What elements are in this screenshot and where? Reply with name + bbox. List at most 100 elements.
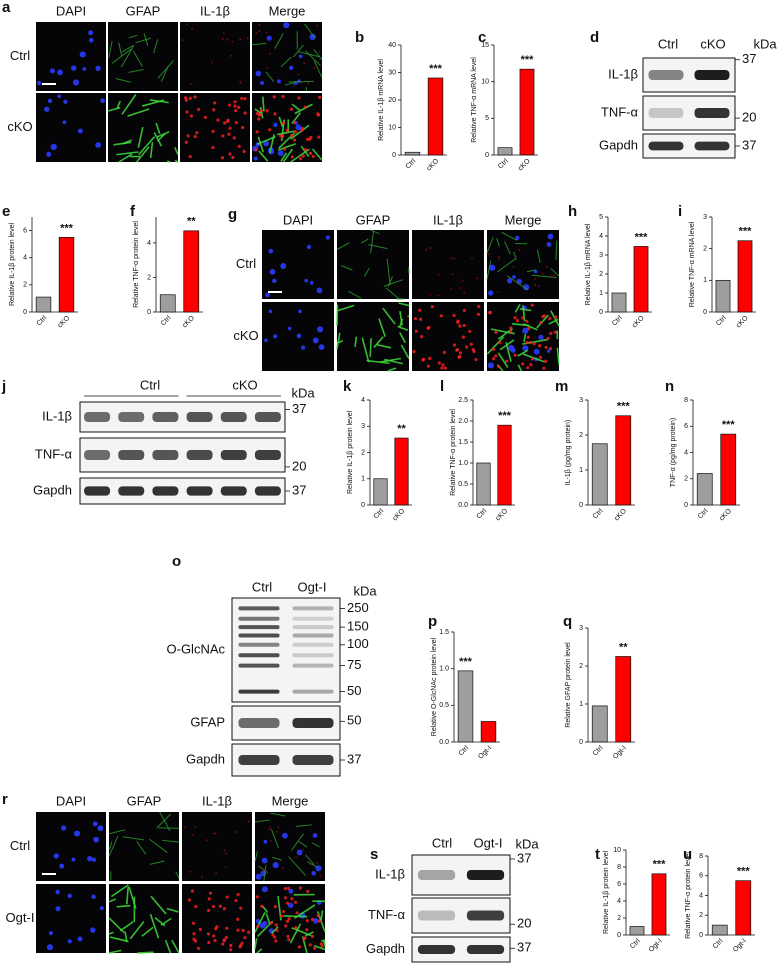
il1b-signal [273,905,277,909]
gfap-fiber [386,258,391,285]
size-marker: 37 [742,137,756,152]
gfap-fiber [122,836,144,841]
y-tick-label: 8 [684,397,688,404]
nucleus [53,853,59,859]
il1b-signal [233,104,237,108]
il1b-signal [259,108,263,113]
il1b-signal [488,253,491,256]
il1b-signal [190,82,193,85]
gfap-fiber [376,343,392,349]
bar [394,437,409,506]
size-marker: 250 [347,600,369,615]
il1b-signal [429,246,432,249]
y-tick-label: 0 [23,309,27,316]
gfap-fiber [135,146,150,163]
il1b-signal [437,361,441,365]
il1b-signal [281,94,285,99]
il1b-signal [191,834,194,837]
blot-frame [79,477,286,505]
bar [497,424,512,506]
gfap-fiber [354,336,358,347]
gfap-fiber [133,51,143,67]
x-tick-label: Ctrl [629,937,642,950]
nucleus [253,156,258,161]
y-tick-label: 0 [703,309,707,316]
il1b-signal [281,867,284,870]
row-label: cKO [233,328,258,343]
blot-band [186,412,213,422]
micrograph-tile [36,93,106,162]
il1b-signal [546,336,550,341]
il1b-signal [234,898,238,903]
nucleus [95,142,102,148]
bar [519,68,535,156]
il1b-signal [269,52,272,55]
blot-band [118,450,145,460]
gfap-fiber [364,267,370,277]
gfap-fiber [156,133,166,142]
nucleus [277,150,284,157]
x-tick-label: cKO [57,314,72,329]
gfap-fiber [126,886,129,905]
blot-band [254,412,281,422]
blot-band [152,486,179,496]
il1b-signal [319,875,322,878]
il1b-signal [243,111,247,115]
x-tick-label: cKO [735,314,750,329]
y-tick-label: 3 [599,252,603,259]
gfap-fiber [256,948,263,954]
il1b-signal [198,927,202,932]
il1b-signal [442,350,446,354]
blot-frame [79,437,286,473]
il1b-signal [227,132,231,136]
il1b-signal [465,345,469,349]
gfap-fiber [159,811,171,832]
x-tick-label: Ogt-I [612,745,628,761]
bar [611,292,627,313]
size-marker: 20 [292,458,306,473]
il1b-signal [265,31,268,34]
gfap-fiber [366,359,390,365]
y-tick-label: 0 [684,502,688,509]
il1b-signal [458,351,463,355]
il1b-signal [450,288,453,291]
il1b-signal [530,303,534,307]
y-tick-label: 40 [388,42,396,49]
x-tick-label: Ctrl [497,157,510,170]
il1b-signal [281,910,286,914]
il1b-signal [223,849,226,852]
panel-letter: b [355,29,364,46]
gfap-fiber [514,303,521,313]
il1b-signal [469,342,473,346]
nucleus [57,69,63,76]
il1b-signal [303,62,306,65]
il1b-signal [542,366,546,370]
il1b-signal [226,38,229,41]
il1b-signal [225,895,229,899]
il1b-signal [318,95,322,100]
gfap-fiber [284,81,297,86]
il1b-signal [257,117,261,121]
gfap-fiber [109,841,113,850]
gfap-fiber [497,352,509,369]
il1b-signal [184,140,188,144]
il1b-signal [509,326,513,330]
il1b-signal [247,820,250,823]
lane-label: Ogt-I [474,835,503,850]
blot-band [152,412,179,422]
nucleus [266,35,272,41]
row-label: cKO [7,119,32,134]
il1b-signal [207,897,211,901]
gfap-fiber [270,812,286,817]
il1b-signal [528,340,532,345]
gfap-fiber [300,145,310,157]
bar [696,473,713,506]
column-label: IL-1β [202,793,232,808]
gfap-fiber [118,153,133,163]
y-tick-label: 8 [617,864,621,871]
il1b-signal [419,317,423,321]
il1b-signal [243,936,247,940]
nucleus [79,51,86,58]
x-tick-label: cKO [613,507,628,522]
il1b-signal [421,357,426,361]
